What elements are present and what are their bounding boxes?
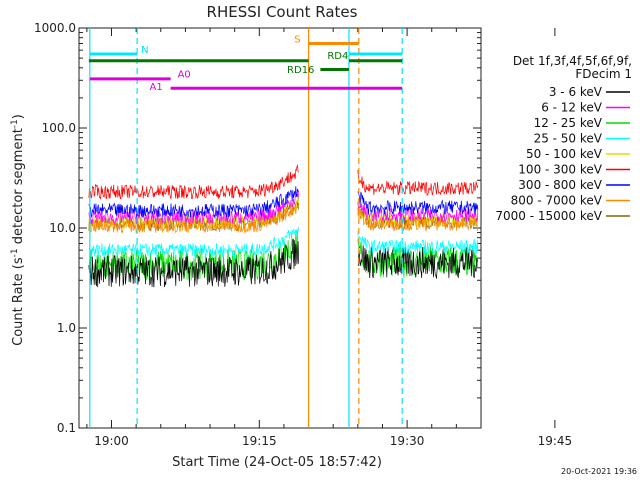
series-trace — [357, 169, 479, 196]
annotation-label: A1 — [149, 82, 162, 93]
x-tick-label: 19:45 — [538, 434, 573, 448]
generation-timestamp: 20-Oct-2021 19:36 — [561, 467, 637, 476]
plot-area: 1000.0 100.0 10.0 1.0 0.1 19:00 19:15 19:30 19:4… — [34, 21, 573, 448]
legend-entry-label: 12 - 25 keV — [534, 116, 603, 130]
legend-header-line2: FDecim 1 — [575, 67, 632, 81]
annotation-label: RD4 — [327, 51, 348, 62]
annotation-label: N — [141, 45, 148, 56]
x-tick-label: 19:15 — [242, 434, 277, 448]
x-tick-label: 19:00 — [94, 434, 129, 448]
legend-entry-label: 800 - 7000 keV — [511, 194, 603, 208]
x-tick-label: 19:30 — [390, 434, 425, 448]
series-trace — [88, 186, 299, 219]
legend-entry-label: 25 - 50 keV — [534, 132, 603, 146]
series-trace — [357, 191, 479, 215]
chart-title: RHESSI Count Rates — [207, 3, 358, 21]
annotation-label: RD16 — [287, 65, 314, 76]
annotation-label: A0 — [178, 69, 191, 80]
y-tick-label: 0.1 — [57, 421, 76, 435]
legend-entry-label: 100 - 300 keV — [518, 163, 602, 177]
series-trace — [88, 227, 300, 259]
legend-entry-label: 50 - 100 keV — [526, 147, 603, 161]
series-trace — [88, 229, 299, 281]
series-trace — [357, 204, 479, 228]
annotation-label: S — [294, 34, 300, 45]
y-axis-label: Count Rate (s-1 detector segment-1) — [10, 114, 26, 346]
x-axis-label: Start Time (24-Oct-05 18:57:42) — [172, 455, 382, 470]
series-trace — [88, 239, 300, 288]
y-tick-label: 1.0 — [57, 321, 76, 335]
y-tick-label: 100.0 — [42, 121, 76, 135]
legend-entry-label: 300 - 800 keV — [518, 178, 602, 192]
legend-entry-label: 3 - 6 keV — [549, 85, 603, 99]
y-tick-label: 10.0 — [49, 221, 76, 235]
series-trace — [357, 245, 479, 279]
series-trace — [357, 230, 479, 255]
series-trace — [88, 164, 299, 200]
series-trace — [357, 206, 479, 232]
legend-header-line1: Det 1f,3f,4f,5f,6f,9f, — [513, 54, 632, 68]
legend-entry-label: 7000 - 15000 keV — [495, 209, 602, 223]
legend-entry-label: 6 - 12 keV — [541, 101, 603, 115]
y-tick-label: 1000.0 — [34, 21, 76, 35]
